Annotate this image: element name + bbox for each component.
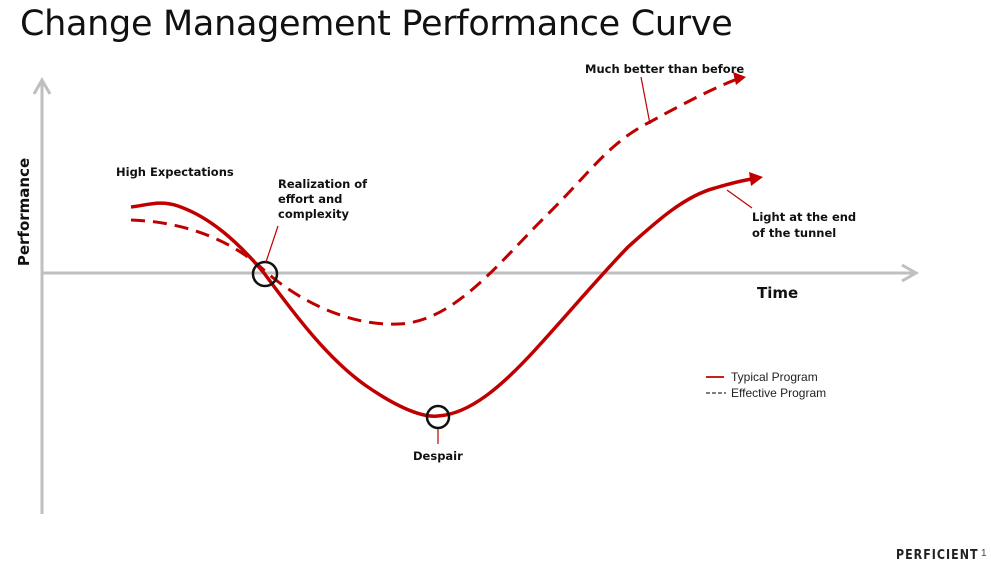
light-label-line1: Light at the end (752, 210, 856, 224)
realization-label-line1: Realization of (278, 177, 368, 191)
much-better-leader-line (640, 76, 651, 125)
legend-typical-label: Typical Program (731, 370, 818, 384)
x-axis-label: Time (757, 284, 798, 302)
page-number: 1 (981, 548, 987, 559)
high-expectations-label: High Expectations (116, 165, 234, 179)
much-better-label: Much better than before (585, 62, 744, 76)
y-axis (32, 76, 52, 514)
typical-program-arrowhead (749, 172, 763, 186)
realization-label-line3: complexity (278, 207, 350, 221)
light-label-line2: of the tunnel (752, 226, 836, 240)
light-leader-line (726, 189, 753, 209)
legend-effective-label: Effective Program (731, 386, 826, 400)
legend: Typical Program Effective Program (706, 370, 826, 400)
realization-label-line2: effort and (278, 192, 342, 206)
perficient-logo: PERFICIENT (896, 548, 979, 563)
typical-program-curve (130, 177, 753, 418)
despair-marker-circle (425, 404, 451, 430)
effective-program-arrowhead (733, 72, 746, 85)
x-axis (42, 263, 920, 283)
y-axis-arrowhead (32, 76, 52, 95)
realization-marker-circle (251, 260, 279, 288)
x-axis-arrowhead (901, 263, 920, 283)
despair-label: Despair (413, 449, 463, 463)
realization-leader-line (265, 225, 279, 263)
slide-title: Change Management Performance Curve (20, 4, 733, 44)
y-axis-label: Performance (15, 158, 33, 266)
